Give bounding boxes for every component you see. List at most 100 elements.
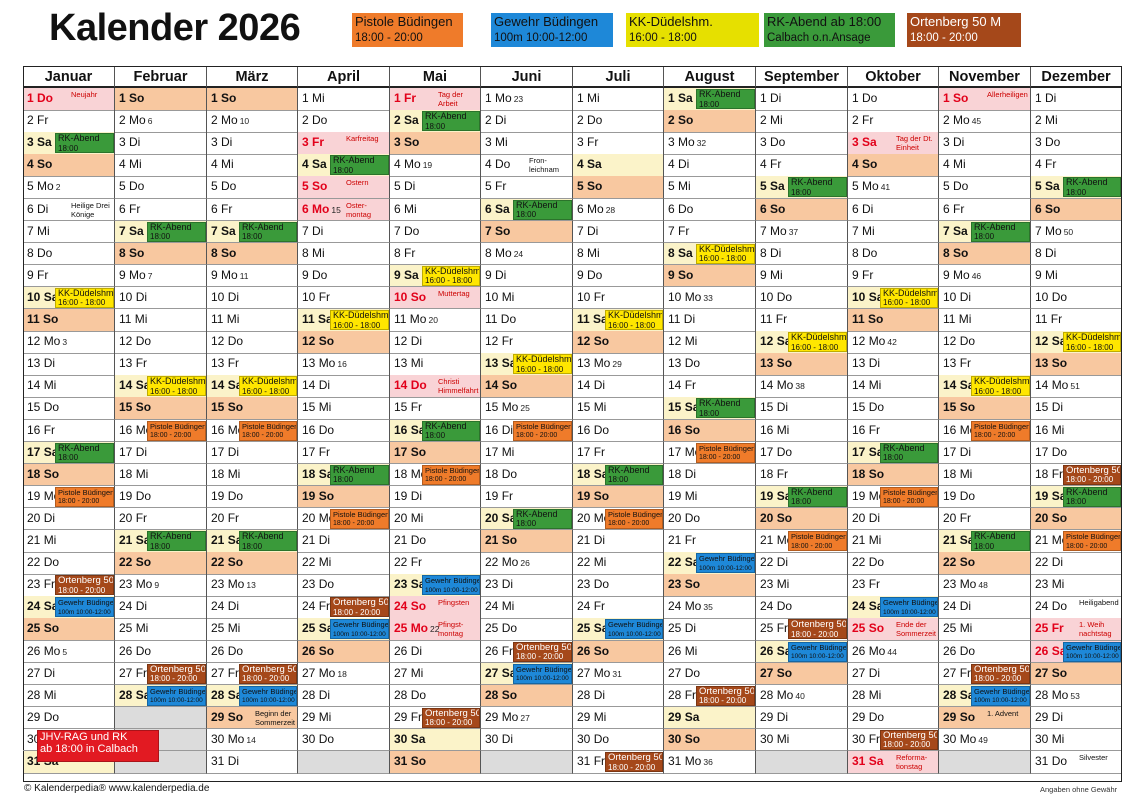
day-cell[interactable]: 17 Di bbox=[115, 441, 207, 465]
day-cell[interactable]: 9 Mi bbox=[1031, 264, 1122, 288]
day-cell[interactable]: 24 Di bbox=[207, 596, 298, 619]
event-pb[interactable]: Pistole Büdingen 18:00 - 20:00 bbox=[880, 486, 938, 507]
event-pb[interactable]: Pistole Büdingen 18:00 - 20:00 bbox=[513, 420, 572, 441]
day-cell[interactable]: 26 Do bbox=[207, 640, 298, 664]
day-cell[interactable]: 18 Do bbox=[481, 463, 573, 487]
day-cell[interactable]: 28 Di bbox=[298, 684, 390, 708]
day-cell[interactable]: 8 Do bbox=[23, 242, 115, 266]
day-cell[interactable]: 10 Di bbox=[207, 286, 298, 310]
event-kk[interactable]: KK-Düdelshm. 16:00 - 18:00 bbox=[422, 265, 480, 286]
day-cell[interactable]: 6 Mi bbox=[390, 198, 481, 222]
event-gb[interactable]: Gewehr Büdingen 100m 10:00-12:00 bbox=[605, 619, 663, 640]
day-cell[interactable]: 3 Fr Karfreitag bbox=[298, 132, 390, 155]
day-cell[interactable]: 5 Sa RK-Abend 18:00 bbox=[1031, 176, 1122, 199]
event-rk[interactable]: RK-Abend 18:00 bbox=[605, 464, 663, 485]
day-cell[interactable]: 6 Mo 28 bbox=[573, 198, 664, 222]
day-cell[interactable]: 10 So Muttertag bbox=[390, 286, 481, 310]
day-cell[interactable]: 14 So bbox=[481, 375, 573, 398]
day-cell[interactable]: 20 Mi bbox=[390, 507, 481, 531]
day-cell[interactable]: 24 Mi bbox=[481, 596, 573, 619]
day-cell[interactable]: 26 Mo 5 bbox=[23, 640, 115, 664]
event-gb[interactable]: Gewehr Büdingen 100m 10:00-12:00 bbox=[971, 685, 1030, 706]
day-cell[interactable]: 9 Do bbox=[573, 264, 664, 288]
event-ob[interactable]: Ortenberg 50 M18:00 - 20:00 bbox=[880, 729, 938, 750]
day-cell[interactable]: 20 So bbox=[756, 507, 848, 531]
day-cell[interactable]: 11 So bbox=[23, 309, 115, 332]
day-cell[interactable]: 7 Di bbox=[573, 220, 664, 244]
day-cell[interactable]: 9 Mo 11 bbox=[207, 264, 298, 288]
event-kk[interactable]: KK-Düdelshm. 16:00 - 18:00 bbox=[605, 310, 663, 330]
day-cell[interactable]: 11 Do bbox=[481, 309, 573, 332]
day-cell[interactable]: 5 Do bbox=[207, 176, 298, 199]
event-kk[interactable]: KK-Düdelshm. 16:00 - 18:00 bbox=[513, 354, 572, 375]
day-cell[interactable]: 12 Di bbox=[390, 331, 481, 354]
day-cell[interactable]: 17 Do bbox=[1031, 441, 1122, 465]
event-kk[interactable]: KK-Düdelshm. 16:00 - 18:00 bbox=[788, 332, 847, 353]
day-cell[interactable]: 30 Di bbox=[481, 728, 573, 752]
event-kk[interactable]: KK-Düdelshm. 16:00 - 18:00 bbox=[696, 243, 755, 264]
day-cell[interactable]: 8 So bbox=[207, 242, 298, 266]
event-jhv[interactable]: JHV-RAG und RK ab 18:00 in Calbach bbox=[37, 729, 159, 762]
day-cell[interactable]: 14 Do Christi Himmelfahrt bbox=[390, 375, 481, 398]
day-cell[interactable]: 23 Mi bbox=[1031, 574, 1122, 597]
day-cell[interactable]: 20 Di bbox=[23, 507, 115, 531]
event-rk[interactable]: RK-Abend 18:00 bbox=[239, 221, 297, 242]
day-cell[interactable]: 25 Mi bbox=[115, 618, 207, 641]
event-rk[interactable]: RK-Abend 18:00 bbox=[239, 531, 297, 551]
day-cell[interactable]: 29 Sa bbox=[664, 706, 756, 730]
day-cell[interactable]: 16 Fr bbox=[23, 419, 115, 443]
day-cell[interactable]: 5 Di bbox=[390, 176, 481, 199]
day-cell[interactable]: 28 Sa Gewehr Büdingen 100m 10:00-12:00 bbox=[207, 684, 298, 708]
day-cell[interactable]: 26 Mo 44 bbox=[848, 640, 939, 664]
day-cell[interactable]: 4 Mi bbox=[115, 154, 207, 177]
day-cell[interactable]: 9 Mi bbox=[756, 264, 848, 288]
day-cell[interactable]: 1 Mo 23 bbox=[481, 88, 573, 111]
day-cell[interactable]: 18 Mi bbox=[207, 463, 298, 487]
day-cell[interactable]: 15 Di bbox=[756, 397, 848, 420]
day-cell[interactable]: 11 Mi bbox=[115, 309, 207, 332]
day-cell[interactable]: 7 Di bbox=[298, 220, 390, 244]
day-cell[interactable]: 8 Do bbox=[848, 242, 939, 266]
day-cell[interactable]: 10 Do bbox=[756, 286, 848, 310]
day-cell[interactable]: 14 Mo 38 bbox=[756, 375, 848, 398]
day-cell[interactable]: 13 Fr bbox=[939, 353, 1031, 376]
day-cell[interactable]: 18 Di bbox=[664, 463, 756, 487]
day-cell[interactable]: 13 Di bbox=[23, 353, 115, 376]
event-gb[interactable]: Gewehr Büdingen 100m 10:00-12:00 bbox=[1063, 641, 1121, 662]
day-cell[interactable]: 19 So bbox=[573, 485, 664, 509]
event-pb[interactable]: Pistole Büdingen 18:00 - 20:00 bbox=[147, 420, 206, 441]
day-cell[interactable]: 23 Mi bbox=[756, 574, 848, 597]
day-cell[interactable]: 30 Mi bbox=[1031, 728, 1122, 752]
day-cell[interactable]: 6 So bbox=[756, 198, 848, 222]
day-cell[interactable]: 27 Mo 18 bbox=[298, 662, 390, 686]
day-cell[interactable]: 4 Di bbox=[664, 154, 756, 177]
day-cell[interactable]: 9 Di bbox=[481, 264, 573, 288]
event-pb[interactable]: Pistole Büdingen 18:00 - 20:00 bbox=[239, 420, 297, 441]
day-cell[interactable]: 2 Do bbox=[298, 110, 390, 133]
day-cell[interactable]: 26 Mi bbox=[664, 640, 756, 664]
event-ob[interactable]: Ortenberg 50 M18:00 - 20:00 bbox=[513, 641, 572, 662]
day-cell[interactable]: 5 Mi bbox=[664, 176, 756, 199]
day-cell[interactable]: 14 Fr bbox=[664, 375, 756, 398]
day-cell[interactable]: 19 Do bbox=[939, 485, 1031, 509]
event-pb[interactable]: Pistole Büdingen 18:00 - 20:00 bbox=[971, 420, 1030, 441]
day-cell[interactable]: 10 Fr bbox=[298, 286, 390, 310]
day-cell[interactable]: 10 Di bbox=[115, 286, 207, 310]
day-cell[interactable]: 18 So bbox=[23, 463, 115, 487]
day-cell[interactable]: 1 Do bbox=[848, 88, 939, 111]
day-cell[interactable]: 14 Sa KK-Düdelshm. 16:00 - 18:00 bbox=[939, 375, 1031, 398]
day-cell[interactable]: 5 Do bbox=[939, 176, 1031, 199]
day-cell[interactable]: 4 Mi bbox=[207, 154, 298, 177]
day-cell[interactable]: 11 Fr bbox=[1031, 309, 1122, 332]
day-cell[interactable]: 19 Mi bbox=[664, 485, 756, 509]
day-cell[interactable]: 17 Di bbox=[207, 441, 298, 465]
day-cell[interactable]: 23 Do bbox=[298, 574, 390, 597]
day-cell[interactable]: 30 Mo 49 bbox=[939, 728, 1031, 752]
day-cell[interactable]: 2 Sa RK-Abend 18:00 bbox=[390, 110, 481, 133]
day-cell[interactable]: 9 Sa KK-Düdelshm. 16:00 - 18:00 bbox=[390, 264, 481, 288]
